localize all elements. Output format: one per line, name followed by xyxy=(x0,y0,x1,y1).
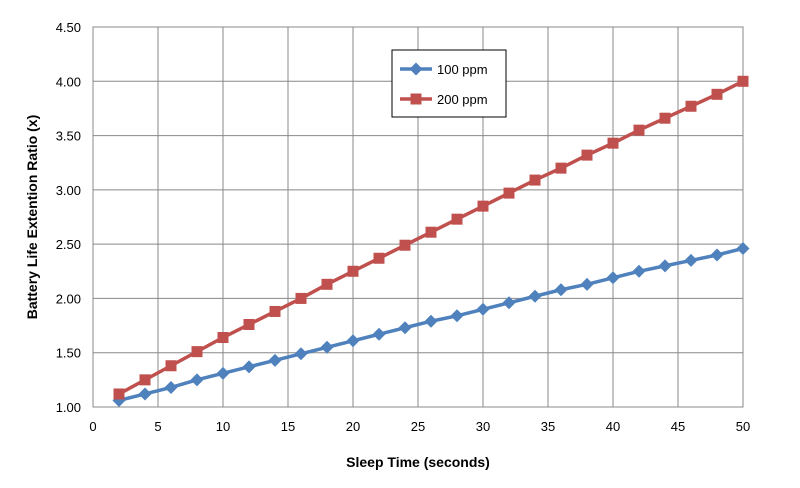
x-tick-label: 25 xyxy=(411,419,425,434)
x-tick-label: 50 xyxy=(736,419,750,434)
y-tick-label: 2.00 xyxy=(56,291,81,306)
legend-marker xyxy=(409,62,423,76)
data-point xyxy=(528,289,542,303)
data-point xyxy=(685,100,697,112)
data-point xyxy=(580,277,594,291)
data-point xyxy=(736,241,750,255)
data-point xyxy=(425,226,437,238)
data-point xyxy=(165,360,177,372)
data-point xyxy=(659,112,671,124)
data-point xyxy=(268,353,282,367)
data-point xyxy=(632,264,646,278)
data-point xyxy=(554,283,568,297)
data-point xyxy=(164,380,178,394)
data-point xyxy=(398,321,412,335)
data-point xyxy=(216,366,230,380)
series-100-ppm xyxy=(112,241,750,407)
data-point xyxy=(555,162,567,174)
data-point xyxy=(450,309,464,323)
x-tick-label: 5 xyxy=(154,419,161,434)
data-point xyxy=(477,200,489,212)
data-point xyxy=(606,271,620,285)
y-tick-label: 1.50 xyxy=(56,346,81,361)
data-point xyxy=(633,124,645,136)
data-point xyxy=(190,373,204,387)
series-200-ppm xyxy=(113,75,749,400)
data-point xyxy=(424,314,438,328)
y-tick-label: 1.00 xyxy=(56,400,81,415)
x-axis-title: Sleep Time (seconds) xyxy=(346,454,490,470)
data-point xyxy=(113,388,125,400)
legend-item: 200 ppm xyxy=(400,92,488,107)
legend-label: 100 ppm xyxy=(437,62,488,77)
x-tick-label: 45 xyxy=(671,419,685,434)
y-tick-label: 3.50 xyxy=(56,129,81,144)
data-point xyxy=(451,213,463,225)
data-point xyxy=(710,248,724,262)
data-point xyxy=(269,305,281,317)
data-point xyxy=(191,346,203,358)
x-tick-label: 10 xyxy=(216,419,230,434)
data-point xyxy=(217,332,229,344)
data-point xyxy=(373,252,385,264)
data-point xyxy=(242,360,256,374)
data-point xyxy=(346,334,360,348)
data-point xyxy=(399,239,411,251)
legend-items: 100 ppm 200 ppm xyxy=(400,62,488,107)
data-point xyxy=(347,265,359,277)
x-tick-label: 30 xyxy=(476,419,490,434)
x-axis-tick-labels: 0 5 10 15 20 25 30 35 40 45 50 xyxy=(89,419,750,434)
data-point xyxy=(684,253,698,267)
data-point xyxy=(321,278,333,290)
data-point xyxy=(503,187,515,199)
legend: 100 ppm 200 ppm xyxy=(391,49,507,118)
series-group xyxy=(112,75,750,407)
x-tick-label: 0 xyxy=(89,419,96,434)
y-tick-label: 4.00 xyxy=(56,74,81,89)
data-point xyxy=(243,318,255,330)
legend-marker xyxy=(410,93,422,105)
x-tick-label: 35 xyxy=(541,419,555,434)
y-tick-label: 4.50 xyxy=(56,20,81,35)
data-point xyxy=(476,302,490,316)
y-tick-label: 3.00 xyxy=(56,183,81,198)
data-point xyxy=(320,340,334,354)
legend-item: 100 ppm xyxy=(400,62,488,77)
y-tick-label: 2.50 xyxy=(56,237,81,252)
legend-box xyxy=(391,49,507,118)
x-tick-label: 20 xyxy=(346,419,360,434)
data-point xyxy=(581,149,593,161)
x-tick-label: 40 xyxy=(606,419,620,434)
data-point xyxy=(711,88,723,100)
data-point xyxy=(607,137,619,149)
data-point xyxy=(294,347,308,361)
x-tick-label: 15 xyxy=(281,419,295,434)
data-point xyxy=(737,75,749,87)
data-point xyxy=(138,387,152,401)
data-point xyxy=(372,327,386,341)
data-point xyxy=(658,259,672,273)
data-point xyxy=(295,292,307,304)
legend-label: 200 ppm xyxy=(437,92,488,107)
data-point xyxy=(502,296,516,310)
data-point xyxy=(139,374,151,386)
y-axis-tick-labels: 1.00 1.50 2.00 2.50 3.00 3.50 4.00 4.50 xyxy=(56,20,81,415)
data-point xyxy=(529,174,541,186)
plot-area-border xyxy=(92,26,744,408)
y-axis-title: Battery Life Extention Ratio (x) xyxy=(24,115,40,320)
